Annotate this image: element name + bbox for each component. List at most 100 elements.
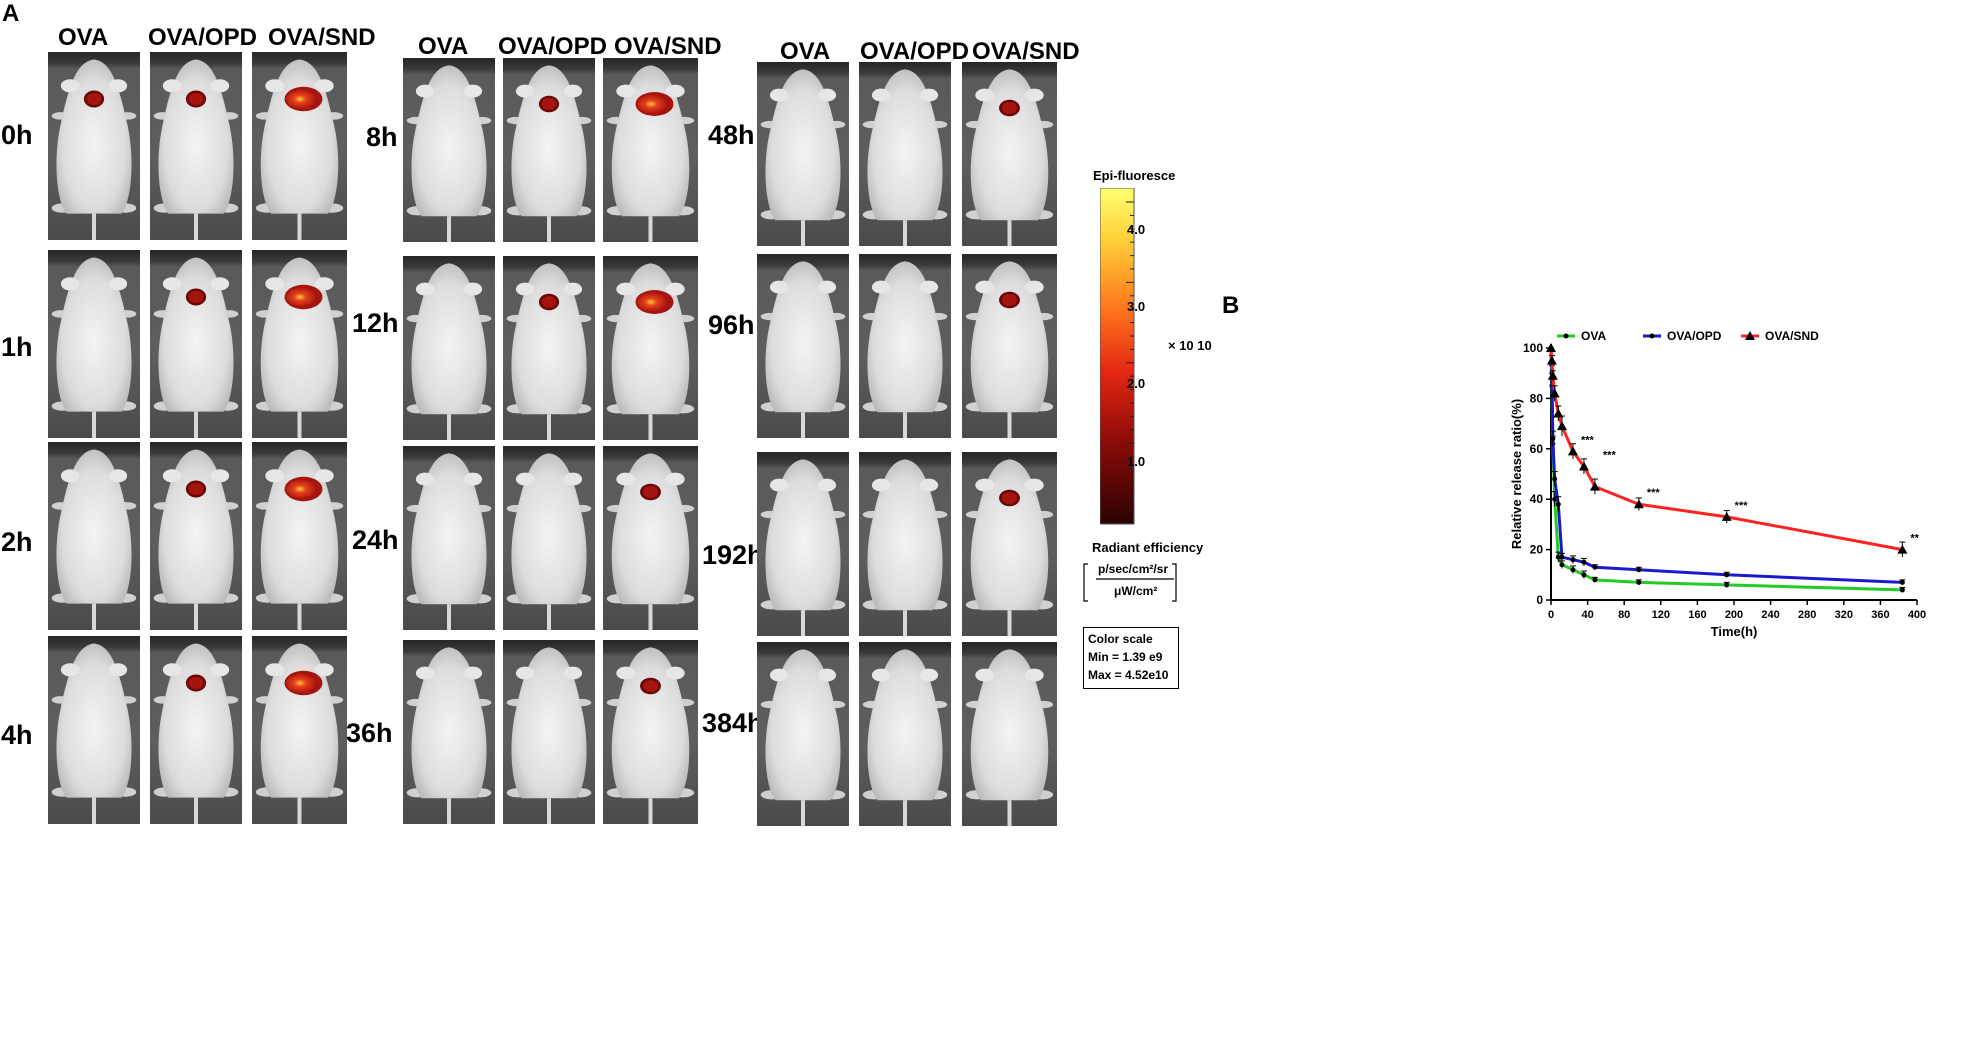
mouse-image-ova-opd-384h (859, 642, 951, 826)
data-point-ova-snd (1721, 511, 1732, 521)
colorbar-unit-fraction (1083, 563, 1177, 602)
data-point-ova-snd (1897, 544, 1908, 554)
x-tick-label: 40 (1581, 609, 1593, 621)
mouse-image-ova-opd-0h (150, 52, 242, 240)
y-tick-label: 80 (1530, 391, 1544, 405)
column-label-ova-opd: OVA/OPD (148, 24, 257, 51)
x-tick-label: 320 (1835, 609, 1853, 621)
row-label-96h: 96h (708, 310, 755, 340)
colorbar-tick-4: 1.0 (1127, 454, 1146, 469)
row-label-2h: 2h (1, 527, 33, 557)
significance-marker: *** (1735, 500, 1749, 512)
row-label-1h: 1h (1, 332, 33, 362)
column-label-ova-opd: OVA/OPD (498, 33, 607, 60)
column-label-ova: OVA (58, 24, 109, 51)
data-point-ova-snd (1553, 408, 1564, 418)
mouse-image-ova-snd-36h (603, 640, 698, 824)
significance-marker: *** (1581, 434, 1595, 446)
y-tick-label: 60 (1530, 442, 1544, 456)
data-point-ova (1555, 554, 1561, 560)
data-point-ova (1581, 572, 1587, 578)
data-point-ova-opd (1581, 559, 1587, 565)
row-label-8h: 8h (366, 122, 398, 152)
mouse-image-ova-opd-8h (503, 58, 595, 242)
row-label-12h: 12h (352, 308, 399, 338)
x-tick-label: 0 (1548, 609, 1554, 621)
row-label-36h: 36h (346, 718, 393, 748)
significance-marker: *** (1603, 449, 1617, 461)
y-tick-label: 40 (1530, 492, 1544, 506)
x-tick-label: 400 (1908, 609, 1926, 621)
row-label-48h: 48h (708, 120, 755, 150)
legend-label-ova-opd: OVA/OPD (1667, 329, 1722, 343)
data-point-ova (1724, 582, 1730, 588)
data-point-ova-opd (1555, 501, 1561, 507)
mouse-image-ova-96h (757, 254, 849, 438)
x-tick-label: 360 (1871, 609, 1889, 621)
column-label-ova-snd: OVA/SND (972, 38, 1080, 65)
row-label-24h: 24h (352, 525, 399, 555)
colorbar-unit-numerator: p/sec/cm²/sr (1098, 562, 1169, 576)
legend-marker-ova (1563, 333, 1569, 339)
row-label-4h: 4h (1, 720, 33, 750)
x-tick-label: 200 (1725, 609, 1743, 621)
mouse-image-ova-snd-4h (252, 636, 347, 824)
mouse-image-ova-opd-96h (859, 254, 951, 438)
colorbar-unit-denominator: μW/cm² (1114, 584, 1158, 598)
mouse-image-ova-opd-1h (150, 250, 242, 438)
mouse-image-ova-2h (48, 442, 140, 630)
mouse-image-ova-snd-1h (252, 250, 347, 438)
mouse-image-ova-opd-36h (503, 640, 595, 824)
data-point-ova-snd (1547, 370, 1558, 380)
mouse-image-ova-snd-48h (962, 62, 1057, 246)
mouse-image-ova-opd-12h (503, 256, 595, 440)
data-point-ova-opd (1636, 567, 1642, 573)
mouse-image-ova-snd-96h (962, 254, 1057, 438)
mouse-image-ova-snd-0h (252, 52, 347, 240)
mouse-image-ova-36h (403, 640, 495, 824)
colorbar-tick-1: 4.0 (1127, 222, 1146, 237)
y-axis-label: Relative release ratio(%) (1509, 399, 1524, 549)
mouse-image-ova-1h (48, 250, 140, 438)
mouse-image-ova-snd-12h (603, 256, 698, 440)
mouse-image-ova-12h (403, 256, 495, 440)
legend-label-ova-snd: OVA/SND (1765, 329, 1819, 343)
row-label-384h: 384h (702, 708, 764, 738)
x-axis-label: Time(h) (1711, 624, 1758, 639)
data-point-ova-snd (1556, 421, 1567, 431)
legend-marker-ova-opd (1649, 333, 1655, 339)
column-label-ova: OVA (418, 33, 469, 60)
data-point-ova-opd (1559, 554, 1565, 560)
series-line-ova (1549, 347, 1903, 592)
mouse-image-ova-48h (757, 62, 849, 246)
mouse-image-ova-opd-4h (150, 636, 242, 824)
x-tick-label: 160 (1688, 609, 1706, 621)
mouse-image-ova-384h (757, 642, 849, 826)
data-point-ova-snd (1549, 388, 1560, 398)
x-tick-label: 240 (1761, 609, 1779, 621)
mouse-image-ova-8h (403, 58, 495, 242)
data-point-ova (1636, 579, 1642, 585)
color-scale-max: Max = 4.52e10 (1088, 668, 1169, 682)
column-label-ova-snd: OVA/SND (268, 24, 376, 51)
legend-marker-ova-snd (1745, 331, 1755, 340)
data-point-ova-opd (1570, 557, 1576, 563)
data-point-ova (1899, 587, 1905, 593)
mouse-image-ova-snd-24h (603, 446, 698, 630)
data-point-ova-snd (1546, 343, 1556, 352)
mouse-image-ova-snd-8h (603, 58, 698, 242)
data-point-ova-opd (1592, 564, 1598, 570)
data-point-ova-snd (1546, 355, 1557, 365)
column-label-ova-opd: OVA/OPD (860, 38, 969, 65)
mouse-image-ova-opd-24h (503, 446, 595, 630)
row-label-192h: 192h (702, 540, 764, 570)
data-point-ova-snd (1589, 481, 1600, 491)
y-tick-label: 100 (1523, 341, 1543, 355)
data-point-ova-opd (1550, 436, 1556, 442)
data-point-ova (1592, 577, 1598, 583)
mouse-image-ova-192h (757, 452, 849, 636)
x-tick-label: 280 (1798, 609, 1816, 621)
release-ratio-line-chart: 0 40 80 120 160 200 240 280 320 360 400 0 20 40 60 80 10… (1509, 329, 1926, 639)
legend-label-ova: OVA (1581, 329, 1606, 343)
data-point-ova-opd (1552, 476, 1558, 482)
